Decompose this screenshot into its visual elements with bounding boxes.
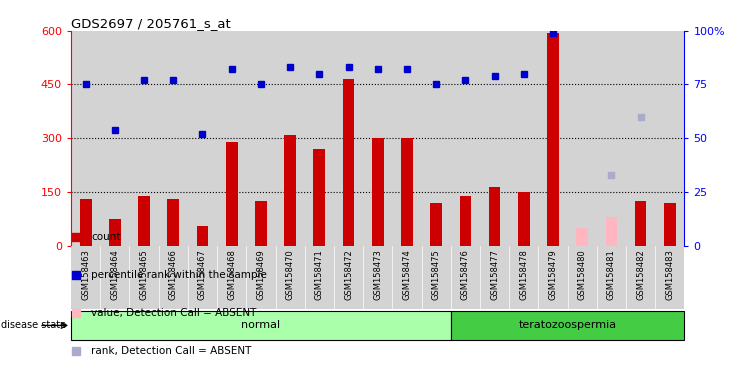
Bar <box>655 31 684 246</box>
Bar <box>451 246 480 309</box>
Bar <box>539 246 568 309</box>
Text: GSM158470: GSM158470 <box>286 249 295 300</box>
Text: GSM158477: GSM158477 <box>490 249 499 300</box>
Bar <box>275 246 304 309</box>
Bar <box>401 138 413 246</box>
Bar <box>597 31 626 246</box>
Text: GDS2697 / 205761_s_at: GDS2697 / 205761_s_at <box>71 17 231 30</box>
Bar <box>372 138 384 246</box>
Bar <box>304 31 334 246</box>
Text: value, Detection Call = ABSENT: value, Detection Call = ABSENT <box>91 308 257 318</box>
Text: GSM158481: GSM158481 <box>607 249 616 300</box>
Bar <box>226 142 238 246</box>
Bar <box>188 246 217 309</box>
Bar <box>480 31 509 246</box>
Bar <box>577 228 588 246</box>
Text: GSM158465: GSM158465 <box>140 249 149 300</box>
Bar <box>71 246 100 309</box>
Text: GSM158475: GSM158475 <box>432 249 441 300</box>
Bar <box>71 31 100 246</box>
Text: GSM158478: GSM158478 <box>519 249 528 300</box>
Text: teratozoospermia: teratozoospermia <box>518 320 616 331</box>
Bar <box>109 219 120 246</box>
Bar <box>422 31 451 246</box>
Bar <box>393 31 422 246</box>
Text: GSM158483: GSM158483 <box>665 249 674 300</box>
Text: normal: normal <box>242 320 280 331</box>
Bar <box>129 31 159 246</box>
Bar <box>568 246 597 309</box>
Bar <box>606 217 617 246</box>
Bar <box>188 31 217 246</box>
Bar <box>334 31 363 246</box>
Bar <box>71 311 451 340</box>
Bar <box>655 246 684 309</box>
Bar <box>363 31 393 246</box>
Bar <box>129 246 159 309</box>
Bar <box>313 149 325 246</box>
Text: GSM158473: GSM158473 <box>373 249 382 300</box>
Bar <box>168 199 179 246</box>
Bar <box>159 31 188 246</box>
Bar <box>246 31 275 246</box>
Bar <box>217 246 246 309</box>
Bar <box>304 246 334 309</box>
Text: disease state: disease state <box>1 320 67 331</box>
Bar <box>488 187 500 246</box>
Bar <box>568 31 597 246</box>
Text: GSM158466: GSM158466 <box>169 249 178 300</box>
Bar <box>547 33 559 246</box>
Text: GSM158463: GSM158463 <box>82 249 91 300</box>
Bar <box>80 199 91 246</box>
Bar <box>509 31 539 246</box>
Text: GSM158472: GSM158472 <box>344 249 353 300</box>
Text: GSM158476: GSM158476 <box>461 249 470 300</box>
Bar <box>246 246 275 309</box>
Bar <box>509 246 539 309</box>
Bar <box>626 246 655 309</box>
Text: GSM158480: GSM158480 <box>577 249 586 300</box>
Text: GSM158479: GSM158479 <box>548 249 557 300</box>
Bar <box>518 192 530 246</box>
Bar <box>635 201 646 246</box>
Bar <box>626 31 655 246</box>
Bar <box>138 195 150 246</box>
Bar <box>197 226 209 246</box>
Bar <box>343 79 355 246</box>
Bar <box>539 31 568 246</box>
Bar <box>275 31 304 246</box>
Bar <box>284 135 296 246</box>
Text: GSM158474: GSM158474 <box>402 249 411 300</box>
Bar <box>363 246 393 309</box>
Text: rank, Detection Call = ABSENT: rank, Detection Call = ABSENT <box>91 346 252 356</box>
Text: GSM158469: GSM158469 <box>257 249 266 300</box>
Bar <box>159 246 188 309</box>
Bar <box>430 203 442 246</box>
Bar <box>664 203 675 246</box>
Bar <box>100 31 129 246</box>
Text: GSM158464: GSM158464 <box>111 249 120 300</box>
Bar <box>334 246 363 309</box>
Bar <box>255 201 267 246</box>
Bar <box>393 246 422 309</box>
Bar <box>100 246 129 309</box>
Text: count: count <box>91 232 121 242</box>
Bar <box>451 31 480 246</box>
Bar <box>217 31 246 246</box>
Text: GSM158471: GSM158471 <box>315 249 324 300</box>
Bar <box>422 246 451 309</box>
Bar <box>597 246 626 309</box>
Bar <box>459 195 471 246</box>
Text: GSM158467: GSM158467 <box>198 249 207 300</box>
Bar <box>480 246 509 309</box>
Text: GSM158468: GSM158468 <box>227 249 236 300</box>
Text: GSM158482: GSM158482 <box>636 249 645 300</box>
Bar <box>451 311 684 340</box>
Text: percentile rank within the sample: percentile rank within the sample <box>91 270 267 280</box>
